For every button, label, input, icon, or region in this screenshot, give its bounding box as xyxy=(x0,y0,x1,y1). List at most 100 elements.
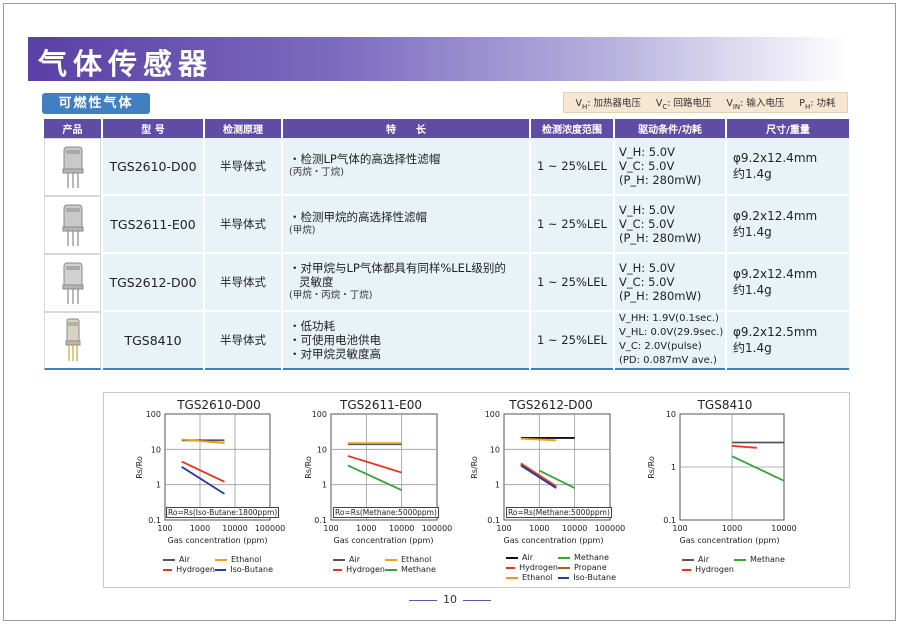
y-tick-label: 100 xyxy=(485,410,500,419)
legend-entry: Methane xyxy=(558,553,616,562)
features-cell: ・检测甲烷的高选择性滤帽 (甲烷) xyxy=(283,196,529,254)
series-line-iso-butane xyxy=(520,464,557,489)
series-line-ethanol xyxy=(520,437,557,442)
x-tick-label: 10000 xyxy=(562,524,587,533)
sensor-image xyxy=(62,146,83,188)
col-header-model: 型 号 xyxy=(103,119,203,138)
legend-label: Ethanol xyxy=(401,555,432,564)
features-cell: ・低功耗 ・可使用电池供电 ・对甲烷灵敏度高 xyxy=(283,312,529,370)
chart-legend: Air Methane Hydrogen Propane Ethanol Iso-Buta… xyxy=(506,553,616,582)
legend-swatch xyxy=(558,576,570,579)
legend-label: Hydrogen xyxy=(176,565,215,574)
x-tick-label: 100000 xyxy=(595,524,626,533)
col-header-size: 尺寸/重量 xyxy=(727,119,849,138)
legend-entry: Air xyxy=(506,553,558,562)
table-header-row: 产品 型 号 检测原理 特 长 检测浓度范围 驱动条件/功耗 尺寸/重量 xyxy=(44,119,849,138)
legend-entry: Air xyxy=(333,555,385,564)
sensor-image xyxy=(62,262,83,304)
x-tick-label: 100000 xyxy=(422,524,453,533)
chart-title: TGS2611-E00 xyxy=(340,398,422,412)
legend-entry: Hydrogen xyxy=(506,563,558,572)
y-tick-label: 100 xyxy=(312,410,327,419)
legend-item: VH: 加热器电压 xyxy=(575,97,641,111)
y-tick-label: 0.1 xyxy=(314,516,327,525)
symbol-legend: VH: 加热器电压 VC: 回路电压 VIN: 输入电压 PH: 功耗 xyxy=(563,92,848,113)
legend-label: Hydrogen xyxy=(346,565,385,574)
series-line-methane xyxy=(731,455,785,482)
series-line-methane xyxy=(538,469,576,489)
table-row: TGS8410 半导体式 ・低功耗 ・可使用电池供电 ・对甲烷灵敏度高 1 ~ … xyxy=(44,312,849,370)
col-header-conditions: 驱动条件/功耗 xyxy=(615,119,725,138)
page-number: 10 xyxy=(0,593,900,606)
plot-frame xyxy=(503,413,611,521)
legend-label: Methane xyxy=(401,565,436,574)
conditions-cell: V_HH: 1.9V(0.1sec.) V_HL: 0.0V(29.9sec.)… xyxy=(615,312,725,370)
legend-entry: Methane xyxy=(385,565,443,574)
y-tick-label: 1 xyxy=(156,481,161,490)
x-tick-label: 1000 xyxy=(190,524,210,533)
chart-legend: Air Ethanol Hydrogen Iso-Butane xyxy=(163,555,273,574)
legend-entry: Air xyxy=(163,555,215,564)
legend-label: Ethanol xyxy=(522,573,553,582)
chart-ylabel: Rs/Ro xyxy=(469,456,479,479)
plot-frame xyxy=(164,413,271,521)
legend-swatch xyxy=(333,558,345,561)
legend-label: Iso-Butane xyxy=(573,573,616,582)
product-image-cell xyxy=(44,254,101,312)
model-cell: TGS2612-D00 xyxy=(103,254,203,312)
conditions-cell: V_H: 5.0V V_C: 5.0V (P_H: 280mW) xyxy=(615,254,725,312)
legend-label: Propane xyxy=(574,563,607,572)
y-tick-label: 0.1 xyxy=(663,516,676,525)
chart-legend: Air Ethanol Hydrogen Methane xyxy=(333,555,443,574)
chart-xlabel: Gas concentration (ppm) xyxy=(333,536,434,545)
model-cell: TGS2610-D00 xyxy=(103,138,203,196)
legend-label: Air xyxy=(349,555,360,564)
legend-swatch xyxy=(163,558,175,561)
x-tick-label: 1000 xyxy=(529,524,549,533)
legend-entry: Air xyxy=(682,555,734,564)
principle-cell: 半导体式 xyxy=(205,196,281,254)
x-tick-label: 10000 xyxy=(222,524,247,533)
legend-entry: Hydrogen xyxy=(682,565,734,574)
range-cell: 1 ~ 25%LEL xyxy=(531,312,613,370)
legend-swatch xyxy=(558,566,570,569)
chart-note: Ro=Rs(Iso-Butane:1800ppm) xyxy=(166,507,280,518)
y-tick-label: 10 xyxy=(490,445,500,454)
features-cell: ・检测LP气体的高选择性滤帽 (丙烷・丁烷) xyxy=(283,138,529,196)
product-image-cell xyxy=(44,138,101,196)
legend-label: Air xyxy=(698,555,709,564)
x-tick-label: 100 xyxy=(157,524,172,533)
chart-ylabel: Rs/Ro xyxy=(646,456,656,479)
size-cell: φ9.2x12.5mm 约1.4g xyxy=(727,312,849,370)
legend-swatch xyxy=(506,576,518,579)
legend-item: VC: 回路电压 xyxy=(655,97,712,111)
legend-item: PH: 功耗 xyxy=(799,97,836,111)
legend-entry: Ethanol xyxy=(506,573,558,582)
chart-title: TGS2610-D00 xyxy=(177,398,261,412)
y-tick-label: 10 xyxy=(317,445,327,454)
sensitivity-charts-panel xyxy=(103,392,850,588)
series-line-methane xyxy=(347,464,403,491)
principle-cell: 半导体式 xyxy=(205,312,281,370)
conditions-cell: V_H: 5.0V V_C: 5.0V (P_H: 280mW) xyxy=(615,138,725,196)
legend-entry: Hydrogen xyxy=(163,565,215,574)
conditions-cell: V_H: 5.0V V_C: 5.0V (P_H: 280mW) xyxy=(615,196,725,254)
product-image-cell xyxy=(44,196,101,254)
chart-xlabel: Gas concentration (ppm) xyxy=(503,536,604,545)
y-tick-label: 1 xyxy=(671,463,676,472)
legend-label: Methane xyxy=(574,553,609,562)
size-cell: φ9.2x12.4mm 约1.4g xyxy=(727,254,849,312)
legend-swatch xyxy=(215,568,227,571)
product-image-cell xyxy=(44,312,101,370)
y-tick-label: 10 xyxy=(666,410,676,419)
table-row: TGS2610-D00 半导体式 ・检测LP气体的高选择性滤帽 (丙烷・丁烷) … xyxy=(44,138,849,196)
chart-xlabel: Gas concentration (ppm) xyxy=(167,536,268,545)
legend-label: Methane xyxy=(750,555,785,564)
col-header-product: 产品 xyxy=(44,119,101,138)
legend-label: Air xyxy=(179,555,190,564)
col-header-features: 特 长 xyxy=(283,119,529,138)
y-tick-label: 100 xyxy=(146,410,161,419)
y-tick-label: 1 xyxy=(495,481,500,490)
